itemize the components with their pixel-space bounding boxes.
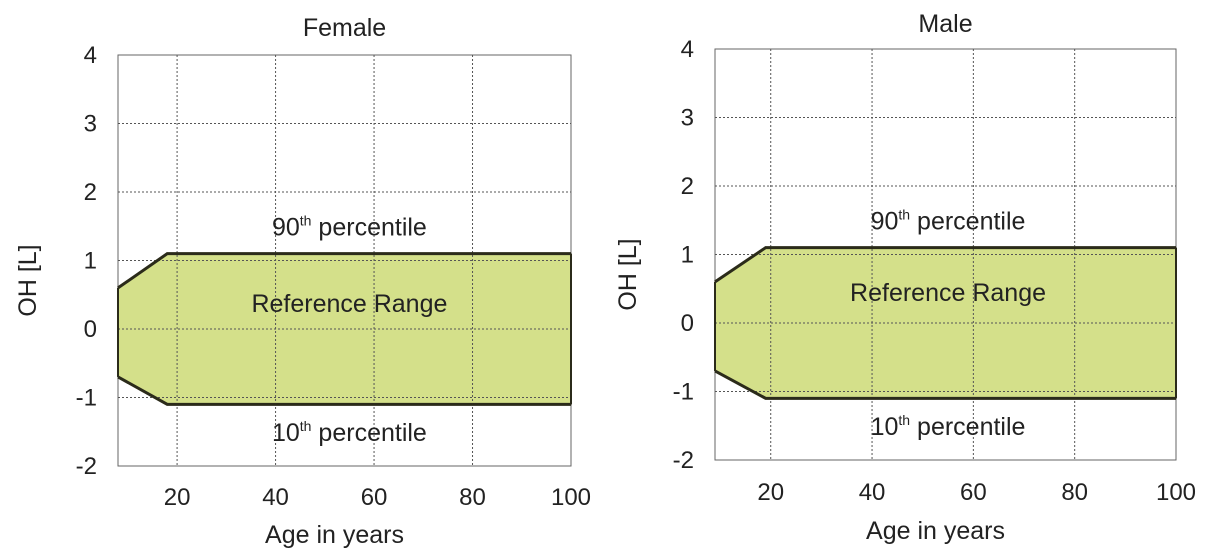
male-90th-percentile-label: 90th percentile xyxy=(871,206,1026,235)
female-y-tick-label: -2 xyxy=(76,453,97,480)
male-10th-percentile-line xyxy=(714,369,1176,400)
female-chart-title: Female xyxy=(303,14,386,42)
male-y-tick-label: 3 xyxy=(681,105,694,132)
female-y-tick-label: 2 xyxy=(84,179,97,206)
female-y-tick-label: -1 xyxy=(76,385,97,412)
male-reference-range-label: Reference Range xyxy=(850,279,1046,307)
chart-male: 4 3 2 1 0 -1 -2 20 40 60 80 100 Male Age in years OH [… xyxy=(614,10,1196,545)
female-90th-percentile-line xyxy=(117,252,571,290)
female-10th-percentile-label: 10th percentile xyxy=(272,418,427,447)
female-reference-range-band xyxy=(118,253,571,405)
male-10th-percentile-label: 10th percentile xyxy=(871,412,1026,441)
male-x-tick-label: 20 xyxy=(757,479,784,506)
female-x-axis-label: Age in years xyxy=(265,521,404,549)
male-y-tick-label: -2 xyxy=(673,447,694,474)
male-y-tick-label: -1 xyxy=(673,379,694,406)
male-y-tick-label: 4 xyxy=(681,36,694,63)
male-90th-percentile-line xyxy=(714,246,1176,284)
male-x-axis-label: Age in years xyxy=(866,517,1005,545)
female-y-tick-label: 1 xyxy=(84,248,97,275)
female-90th-percentile-label: 90th percentile xyxy=(272,212,427,241)
female-10th-percentile-line xyxy=(117,375,571,406)
male-y-tick-label: 0 xyxy=(681,310,694,337)
male-x-tick-label: 100 xyxy=(1156,479,1196,506)
female-reference-range-label: Reference Range xyxy=(251,290,447,318)
chart-female: 4 3 2 1 0 -1 -2 20 40 60 80 100 Female Age in years OH… xyxy=(14,14,591,549)
female-x-tick-label: 60 xyxy=(361,484,388,511)
male-y-axis-label: OH [L] xyxy=(614,238,642,310)
female-y-tick-label: 4 xyxy=(84,42,97,69)
male-reference-range-band xyxy=(715,247,1176,399)
male-y-tick-label: 2 xyxy=(681,173,694,200)
male-x-tick-label: 40 xyxy=(859,479,886,506)
female-x-tick-label: 40 xyxy=(262,484,289,511)
female-x-tick-label: 100 xyxy=(551,484,591,511)
female-x-tick-label: 20 xyxy=(164,484,191,511)
female-y-tick-label: 3 xyxy=(84,111,97,138)
female-y-tick-label: 0 xyxy=(84,316,97,343)
male-x-tick-label: 60 xyxy=(960,479,987,506)
female-y-axis-label: OH [L] xyxy=(14,244,42,316)
male-chart-title: Male xyxy=(918,10,972,38)
male-x-tick-label: 80 xyxy=(1061,479,1088,506)
female-x-tick-label: 80 xyxy=(459,484,486,511)
male-y-tick-label: 1 xyxy=(681,242,694,269)
